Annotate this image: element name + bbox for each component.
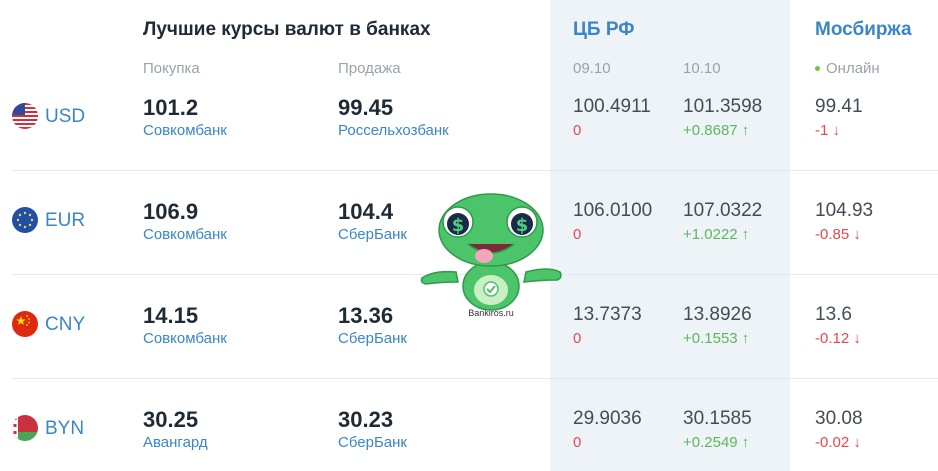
buy-column-label: Покупка — [143, 60, 200, 77]
moex-online-status: Онлайн — [815, 60, 880, 77]
best-sell-rate: 13.36 — [338, 303, 394, 328]
best-buy-rate: 101.2 — [143, 95, 199, 120]
best-buy-rate: 106.9 — [143, 199, 199, 224]
cbr-column-background — [550, 0, 790, 471]
cbr-rate-current: 30.1585 — [683, 408, 752, 429]
cbr-change-previous: 0 — [573, 330, 582, 347]
moex-title[interactable]: Мосбиржа — [815, 19, 912, 40]
moex-rate: 30.08 — [815, 408, 863, 429]
moex-change: -0.85 ↓ — [815, 226, 861, 243]
cbr-rate-previous: 29.9036 — [573, 408, 642, 429]
page-title: Лучшие курсы валют в банках — [143, 19, 431, 40]
cbr-change-previous: 0 — [573, 226, 582, 243]
currency-code[interactable]: BYN — [45, 418, 85, 439]
cbr-change-current: +0.1553 ↑ — [683, 330, 750, 347]
currency-code[interactable]: CNY — [45, 314, 86, 335]
svg-text:$: $ — [452, 215, 465, 236]
moex-rate: 104.93 — [815, 200, 874, 221]
sell-bank-link[interactable]: СберБанк — [338, 434, 407, 451]
cbr-change-previous: 0 — [573, 434, 582, 451]
currency-code[interactable]: EUR — [45, 210, 86, 231]
buy-bank-link[interactable]: Совкомбанк — [143, 226, 227, 243]
belarus-flag-icon — [12, 415, 38, 441]
sell-column-label: Продажа — [338, 60, 401, 77]
sell-bank-link[interactable]: СберБанк — [338, 330, 407, 347]
mascot-caption: Bankiros.ru — [468, 308, 514, 318]
moex-change: -1 ↓ — [815, 122, 841, 139]
best-buy-rate: 14.15 — [143, 303, 199, 328]
best-sell-rate: 104.4 — [338, 199, 394, 224]
best-buy-rate: 30.25 — [143, 407, 199, 432]
sell-bank-link[interactable]: СберБанк — [338, 226, 407, 243]
bankiros-mascot: $ $ Bankiros.ru — [416, 182, 566, 322]
cbr-rate-current: 101.3598 — [683, 96, 763, 117]
buy-bank-link[interactable]: Авангард — [143, 434, 208, 451]
cbr-rate-current: 107.0322 — [683, 200, 763, 221]
best-sell-rate: 99.45 — [338, 95, 394, 120]
sell-bank-link[interactable]: Россельхозбанк — [338, 122, 449, 139]
moex-status-label: Онлайн — [826, 60, 880, 77]
moex-change: -0.12 ↓ — [815, 330, 861, 347]
svg-text:$: $ — [516, 215, 529, 236]
row-divider — [12, 170, 938, 171]
cbr-rate-previous: 106.0100 — [573, 200, 653, 221]
usa-flag-icon — [12, 103, 38, 129]
cbr-change-current: +0.2549 ↑ — [683, 434, 750, 451]
buy-bank-link[interactable]: Совкомбанк — [143, 122, 227, 139]
buy-bank-link[interactable]: Совкомбанк — [143, 330, 227, 347]
eu-flag-icon — [12, 207, 38, 233]
moex-change: -0.02 ↓ — [815, 434, 861, 451]
cbr-change-current: +1.0222 ↑ — [683, 226, 750, 243]
currency-code[interactable]: USD — [45, 106, 86, 127]
cbr-rate-current: 13.8926 — [683, 304, 752, 325]
best-sell-rate: 30.23 — [338, 407, 394, 432]
moex-rate: 99.41 — [815, 96, 863, 117]
cbr-title[interactable]: ЦБ РФ — [573, 19, 635, 40]
cbr-change-previous: 0 — [573, 122, 582, 139]
cbr-date-current: 10.10 — [683, 60, 721, 77]
china-flag-icon — [12, 311, 38, 337]
row-divider — [12, 378, 938, 379]
cbr-rate-previous: 100.4911 — [573, 96, 651, 117]
online-dot-icon — [815, 65, 820, 71]
cbr-rate-previous: 13.7373 — [573, 304, 642, 325]
cbr-date-previous: 09.10 — [573, 60, 611, 77]
cbr-change-current: +0.8687 ↑ — [683, 122, 750, 139]
moex-rate: 13.6 — [815, 304, 852, 325]
